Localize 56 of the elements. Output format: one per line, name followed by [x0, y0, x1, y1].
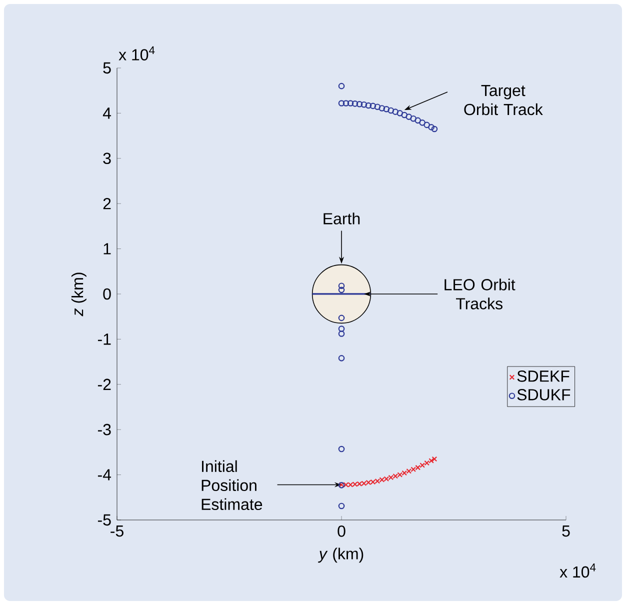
point [338, 330, 345, 337]
point [338, 282, 345, 289]
point [338, 446, 345, 452]
annotation: Earth [324, 212, 360, 224]
y-tick-label: -4 [98, 469, 112, 480]
y-tick-label: -1 [98, 334, 111, 345]
annotation: Target Orbit Track [464, 84, 543, 116]
point [424, 122, 430, 128]
y-tick-label: 5 [103, 62, 111, 74]
point [338, 326, 345, 332]
point [396, 110, 404, 116]
point [428, 124, 434, 130]
point [338, 314, 345, 322]
point [410, 115, 416, 122]
point [338, 100, 345, 106]
point [370, 102, 376, 110]
annotation: Initial Position Estimate [202, 460, 262, 510]
y-tick-label: 4 [102, 108, 112, 119]
point [374, 104, 381, 110]
point [338, 286, 345, 294]
y-tick-label: 3 [103, 152, 111, 164]
point [432, 456, 438, 462]
point [338, 355, 345, 362]
y-tick-label: 1 [104, 243, 111, 254]
x-tick-label: 0 [338, 526, 346, 537]
point [414, 117, 421, 124]
point [347, 100, 354, 106]
y-tick-label: -5 [98, 514, 111, 526]
y-tick-label: 2 [103, 198, 111, 210]
point [365, 102, 372, 109]
point [356, 100, 363, 108]
text: x 10$^{4}$ [118, 46, 155, 60]
point [392, 108, 399, 115]
point [352, 100, 358, 107]
legend-label: SDUKF [517, 389, 570, 400]
point [383, 106, 390, 112]
point [401, 112, 408, 118]
y-tick-label: 0 [103, 288, 111, 300]
text: x 10$^{4}$ [560, 564, 596, 578]
y-axis-title: z (km) [71, 272, 86, 316]
y-tick-label: -2 [98, 378, 111, 390]
point [360, 101, 368, 108]
x-axis-title: y (km) [318, 548, 364, 563]
y-tick-label: -3 [98, 424, 111, 436]
point [342, 100, 350, 106]
annotation: LEO Orbit Tracks [444, 278, 516, 310]
point [378, 105, 386, 112]
point [338, 502, 345, 510]
legend-label: SDEKF [517, 370, 570, 382]
x-tick-label: -5 [110, 526, 124, 537]
point [388, 107, 394, 114]
point [338, 82, 345, 90]
x-tick-label: 5 [562, 526, 570, 537]
point [419, 120, 426, 126]
point [431, 126, 438, 132]
point [406, 114, 412, 120]
